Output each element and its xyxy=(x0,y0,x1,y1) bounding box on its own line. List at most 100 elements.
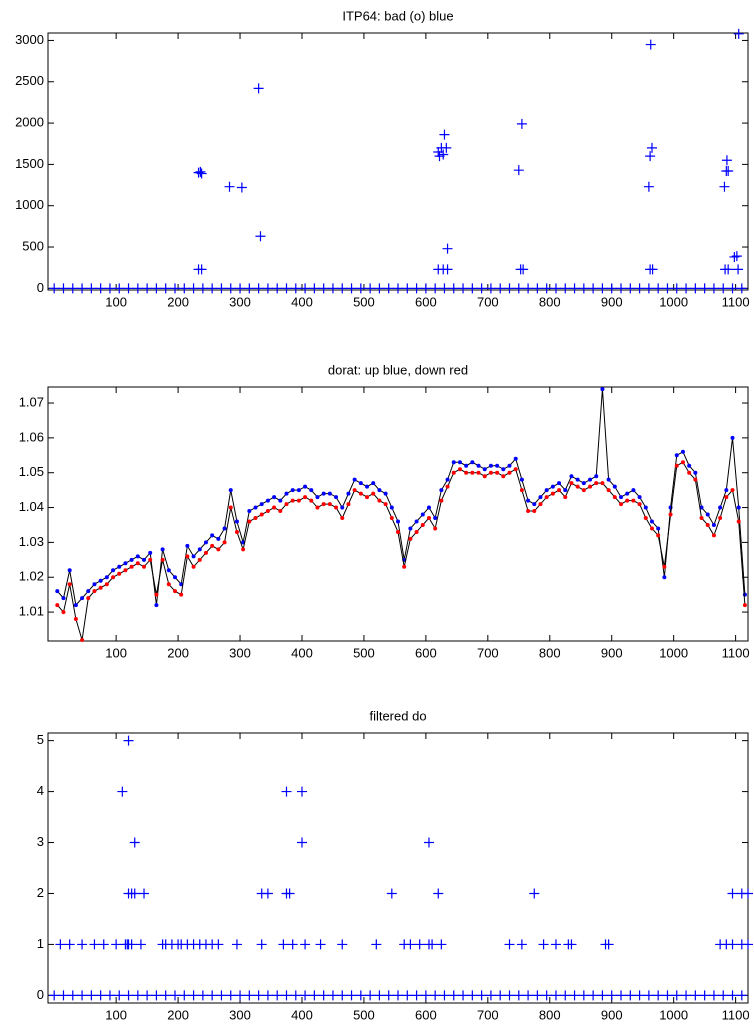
point xyxy=(197,990,208,1001)
point xyxy=(281,283,292,294)
point xyxy=(541,283,552,294)
point xyxy=(216,536,221,541)
point xyxy=(259,502,264,507)
point xyxy=(643,505,648,510)
point xyxy=(625,990,636,1001)
point xyxy=(411,283,422,294)
point xyxy=(408,536,413,541)
point xyxy=(309,283,320,294)
point xyxy=(646,142,657,153)
point xyxy=(507,463,512,468)
x-tick-label: 500 xyxy=(353,294,375,309)
x-tick-label: 800 xyxy=(539,294,561,309)
point xyxy=(736,990,747,1001)
x-tick-label: 400 xyxy=(291,1007,313,1022)
x-tick-label: 1100 xyxy=(722,645,750,660)
point xyxy=(705,522,710,527)
point xyxy=(420,522,425,527)
point xyxy=(581,481,586,486)
point xyxy=(315,505,320,510)
point xyxy=(318,283,329,294)
series-line xyxy=(56,461,746,641)
point xyxy=(482,467,487,472)
point xyxy=(723,166,734,177)
point xyxy=(222,526,227,531)
point xyxy=(278,939,289,950)
point xyxy=(616,990,627,1001)
point xyxy=(95,990,106,1001)
point xyxy=(606,477,611,482)
point xyxy=(272,495,277,500)
x-tick-label: 700 xyxy=(477,645,499,660)
point xyxy=(405,939,416,950)
point xyxy=(727,888,738,899)
point xyxy=(346,283,357,294)
point xyxy=(526,509,531,514)
point xyxy=(203,550,208,555)
point xyxy=(606,990,617,1001)
point xyxy=(488,463,493,468)
point xyxy=(365,283,376,294)
point xyxy=(485,990,496,1001)
point xyxy=(504,283,515,294)
point xyxy=(340,516,345,521)
y-tick-label: 1 xyxy=(37,936,44,951)
point xyxy=(234,529,239,534)
point xyxy=(234,519,239,524)
point xyxy=(309,488,314,493)
point xyxy=(723,264,734,275)
point xyxy=(104,990,115,1001)
point xyxy=(563,495,568,500)
point xyxy=(513,283,524,294)
point xyxy=(262,888,273,899)
point xyxy=(126,939,137,950)
point xyxy=(569,990,580,1001)
x-tick-label: 600 xyxy=(415,1007,437,1022)
point xyxy=(231,939,242,950)
point xyxy=(77,939,88,950)
point xyxy=(625,498,630,503)
point xyxy=(67,568,72,573)
point xyxy=(179,283,190,294)
y-tick-label: 2 xyxy=(37,885,44,900)
point xyxy=(160,283,171,294)
point xyxy=(95,283,106,294)
point xyxy=(634,283,645,294)
point xyxy=(731,251,742,262)
point xyxy=(327,491,332,496)
point xyxy=(80,637,85,642)
chart-title: dorat: up blue, down red xyxy=(328,362,468,377)
point xyxy=(327,990,338,1001)
point xyxy=(389,516,394,521)
point xyxy=(519,477,524,482)
point xyxy=(61,610,66,615)
point xyxy=(464,463,469,468)
point xyxy=(203,540,208,545)
point xyxy=(575,484,580,489)
point xyxy=(718,505,723,510)
point xyxy=(402,990,413,1001)
y-tick-label: 5 xyxy=(37,732,44,747)
point xyxy=(262,990,273,1001)
point xyxy=(727,283,738,294)
point xyxy=(179,990,190,1001)
point xyxy=(485,283,496,294)
point xyxy=(148,557,153,562)
point xyxy=(594,481,599,486)
point xyxy=(538,939,549,950)
point xyxy=(377,488,382,493)
point xyxy=(166,582,171,587)
point xyxy=(111,575,116,580)
point xyxy=(244,283,255,294)
point xyxy=(442,243,453,254)
point xyxy=(541,990,552,1001)
point xyxy=(327,502,332,507)
x-tick-label: 300 xyxy=(229,1007,251,1022)
point xyxy=(123,568,128,573)
y-tick-label: 1.05 xyxy=(19,464,44,479)
point xyxy=(278,498,283,503)
point xyxy=(129,888,140,899)
point xyxy=(414,529,419,534)
point xyxy=(414,939,425,950)
point xyxy=(681,990,692,1001)
